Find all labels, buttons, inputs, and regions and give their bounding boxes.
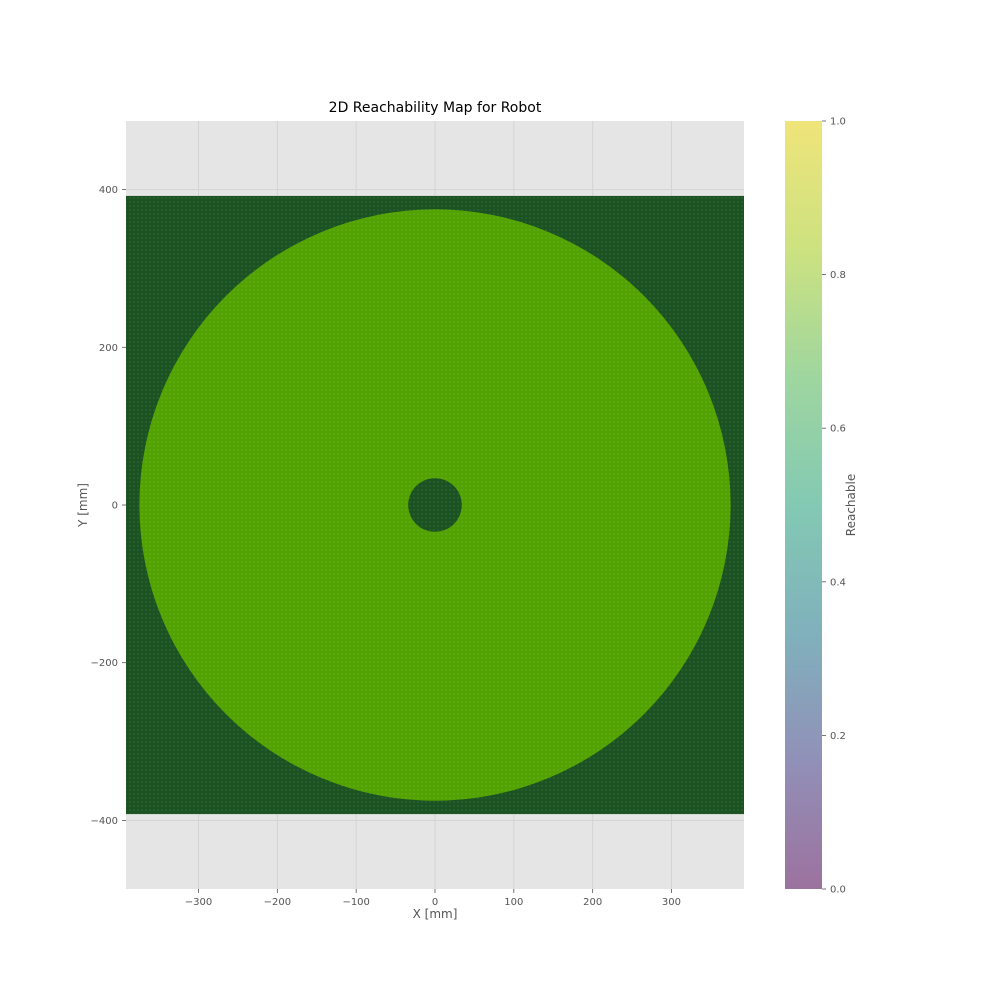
- colorbar-tick-label: 1.0: [830, 117, 846, 128]
- x-tick-label: 200: [583, 897, 602, 908]
- x-tick-label: 300: [662, 897, 681, 908]
- y-tick-label: −400: [91, 816, 118, 827]
- x-tick-label: −300: [185, 897, 212, 908]
- x-tick-label: −200: [264, 897, 291, 908]
- reachability-heatmap: [126, 195, 744, 815]
- x-axis: −300 −200 −100 0 100 200 300: [185, 889, 681, 908]
- colorbar-tick-label: 0.2: [830, 731, 846, 742]
- y-axis-label: Y [mm]: [76, 483, 90, 528]
- y-tick-label: 200: [99, 343, 118, 354]
- x-axis-label: X [mm]: [413, 907, 458, 921]
- y-tick-label: 0: [112, 501, 118, 512]
- x-tick-label: −100: [342, 897, 369, 908]
- x-tick-label: 0: [432, 897, 438, 908]
- colorbar: [785, 121, 822, 889]
- y-axis: −400 −200 0 200 400: [91, 185, 126, 827]
- colorbar-tick-label: 0.4: [830, 577, 846, 588]
- colorbar-tick-label: 0.6: [830, 424, 846, 435]
- colorbar-label: Reachable: [844, 474, 858, 536]
- colorbar-ticks: 0.0 0.2 0.4 0.6 0.8 1.0: [822, 117, 846, 896]
- colorbar-tick-label: 0.8: [830, 270, 846, 281]
- sample-grid-points: [126, 195, 744, 815]
- y-tick-label: 400: [99, 185, 118, 196]
- y-tick-label: −200: [91, 658, 118, 669]
- chart-title: 2D Reachability Map for Robot: [329, 100, 542, 116]
- colorbar-tick-label: 0.0: [830, 885, 846, 896]
- x-tick-label: 100: [504, 897, 523, 908]
